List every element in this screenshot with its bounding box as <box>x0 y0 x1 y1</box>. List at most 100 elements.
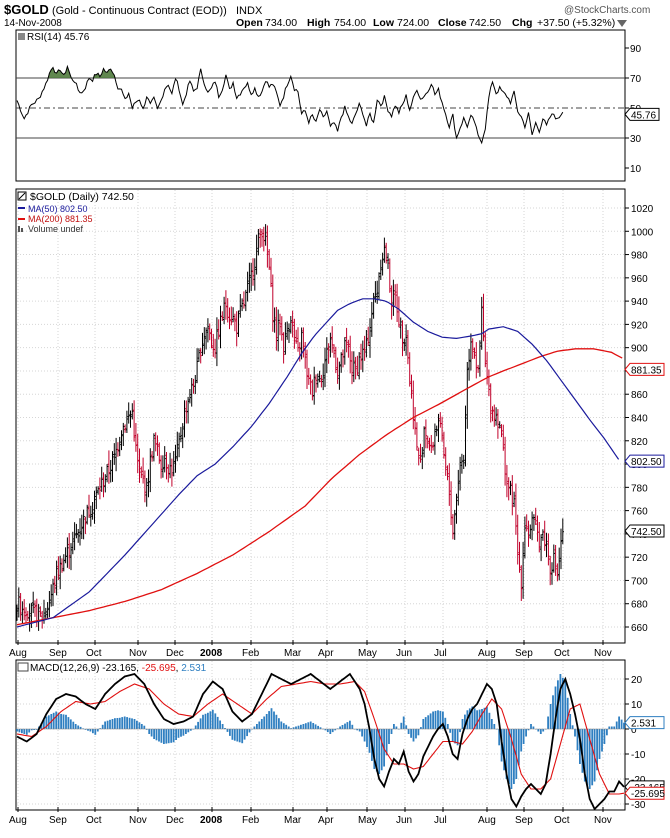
macd-histogram-bar <box>121 717 124 729</box>
macd-histogram-bar <box>138 722 141 729</box>
macd-histogram-bar <box>559 674 562 729</box>
macd-histogram-bar <box>40 723 43 729</box>
macd-histogram-bar <box>52 712 55 730</box>
macd-histogram-bar <box>16 729 18 732</box>
macd-line <box>16 672 625 811</box>
macd-histogram-bar <box>153 729 155 739</box>
macd-histogram-bar <box>358 729 361 732</box>
macd-histogram-bar <box>177 729 180 738</box>
macd-histogram-bar <box>319 727 322 729</box>
macd-histogram-bar <box>233 729 236 741</box>
macd-histogram-bar <box>221 724 224 729</box>
price-tick-label: 820 <box>631 437 648 448</box>
price-tick-label: 680 <box>631 600 648 611</box>
macd-histogram-bar <box>412 729 415 742</box>
ma200-last-label: 881.35 <box>631 365 662 376</box>
macd-histogram-bar <box>373 729 376 769</box>
macd-histogram-bar <box>363 729 366 742</box>
x-axis-label: Apr <box>318 815 334 826</box>
macd-histogram-bar <box>226 729 229 732</box>
macd-histogram-bar <box>449 729 452 733</box>
macd-histogram-bar <box>410 729 412 738</box>
macd-histogram-bar <box>314 724 317 729</box>
macd-histogram-bar <box>69 719 72 729</box>
macd-histogram-bar <box>542 729 545 732</box>
rsi-last-marker <box>624 107 660 121</box>
macd-legend: MACD(12,26,9) -23.165, -25.695, 2.531 <box>17 662 207 674</box>
macd-histogram-bar <box>520 729 523 752</box>
price-tick-label: 700 <box>631 576 648 587</box>
macd-histogram-bar <box>57 712 60 730</box>
macd-histogram-bar <box>194 725 197 729</box>
ma50-last-label: 802.50 <box>631 457 662 468</box>
close-label: Close <box>438 17 467 29</box>
macd-histogram-bar <box>236 729 239 742</box>
macd-histogram-bar <box>150 729 153 737</box>
x-axis-label: Sep <box>515 815 533 826</box>
macd-histogram-bar <box>468 708 471 729</box>
macd-histogram-bar <box>508 729 510 784</box>
macd-histogram-bar <box>133 719 136 729</box>
macd-histogram-bar <box>424 717 427 729</box>
rsi-overbought-fill <box>45 66 75 78</box>
macd-histogram-bar <box>79 726 82 729</box>
price-panel-frame <box>15 188 626 644</box>
chevron-down-icon[interactable] <box>617 20 627 27</box>
macd-histogram-bar <box>554 686 557 729</box>
macd-histogram-bar <box>380 729 383 771</box>
x-axis-label: Sep <box>49 815 67 826</box>
exchange-label: INDX <box>236 5 263 17</box>
macd-histogram-bar <box>170 729 173 743</box>
macd-histogram-bar <box>145 729 148 730</box>
macd-histogram-bar <box>588 729 591 789</box>
macd-histogram-bar <box>258 721 261 729</box>
macd-histogram-bar <box>106 720 109 729</box>
macd-histogram-bar <box>285 724 288 729</box>
macd-histogram-bar <box>561 677 564 730</box>
x-axis-label: May <box>358 815 377 826</box>
rsi-legend: RSI(14) 45.76 <box>18 32 90 43</box>
ma200-last-marker <box>624 362 665 376</box>
macd-histogram-bar <box>307 722 310 729</box>
macd-histogram-bar <box>304 723 307 729</box>
change-label: Chg <box>512 17 532 29</box>
macd-histogram-bar <box>87 729 89 731</box>
macd-histogram-bar <box>610 726 613 729</box>
macd-histogram-bar <box>23 729 26 734</box>
macd-hist-last-marker <box>624 716 665 730</box>
macd-histogram-bar <box>598 729 601 759</box>
price-tick-label: 860 <box>631 390 648 401</box>
macd-histogram-bar <box>160 729 163 743</box>
macd-histogram-bar <box>209 711 212 729</box>
macd-hist-last-label: 2.531 <box>631 719 656 730</box>
ma200-legend: MA(200) 881.35 <box>28 214 93 224</box>
macd-histogram-bar <box>486 706 488 729</box>
macd-histogram-bar <box>111 719 114 729</box>
price-tick-label: 760 <box>631 507 648 518</box>
macd-histogram-bar <box>300 724 302 729</box>
low-label: Low <box>373 17 395 29</box>
rsi-last-label: 45.76 <box>631 110 656 121</box>
volume-legend: Volume undef <box>28 224 84 234</box>
x-axis-mid: Aug Sep Oct Nov Dec 2008 Feb Mar Apr May Jun Jul Aug… <box>9 640 612 659</box>
macd-histogram-bar <box>427 715 430 730</box>
macd-histogram-bar <box>439 710 442 729</box>
macd-histogram-bar <box>395 726 398 729</box>
symbol-description: (Gold - Continuous Contract (EOD)) <box>52 5 227 17</box>
macd-histogram-bar <box>498 729 501 746</box>
x-axis-label: Jun <box>396 815 412 826</box>
price-tick-label: 980 <box>631 251 648 262</box>
macd-histogram-bar <box>461 719 464 729</box>
macd-tick-label: -10 <box>631 750 646 761</box>
x-axis-label: Dec <box>166 815 184 826</box>
open-value: 734.00 <box>265 17 297 29</box>
macd-tick-label: -30 <box>631 800 646 811</box>
x-axis-label: Oct <box>86 648 102 659</box>
macd-histogram-bar <box>253 726 256 729</box>
macd-histogram-bar <box>375 729 378 772</box>
price-last-label: 742.50 <box>631 527 662 538</box>
macd-histogram-bar <box>574 729 576 737</box>
macd-histogram-bar <box>603 729 606 744</box>
high-label: High <box>307 17 330 29</box>
macd-histogram-bar <box>615 721 618 729</box>
